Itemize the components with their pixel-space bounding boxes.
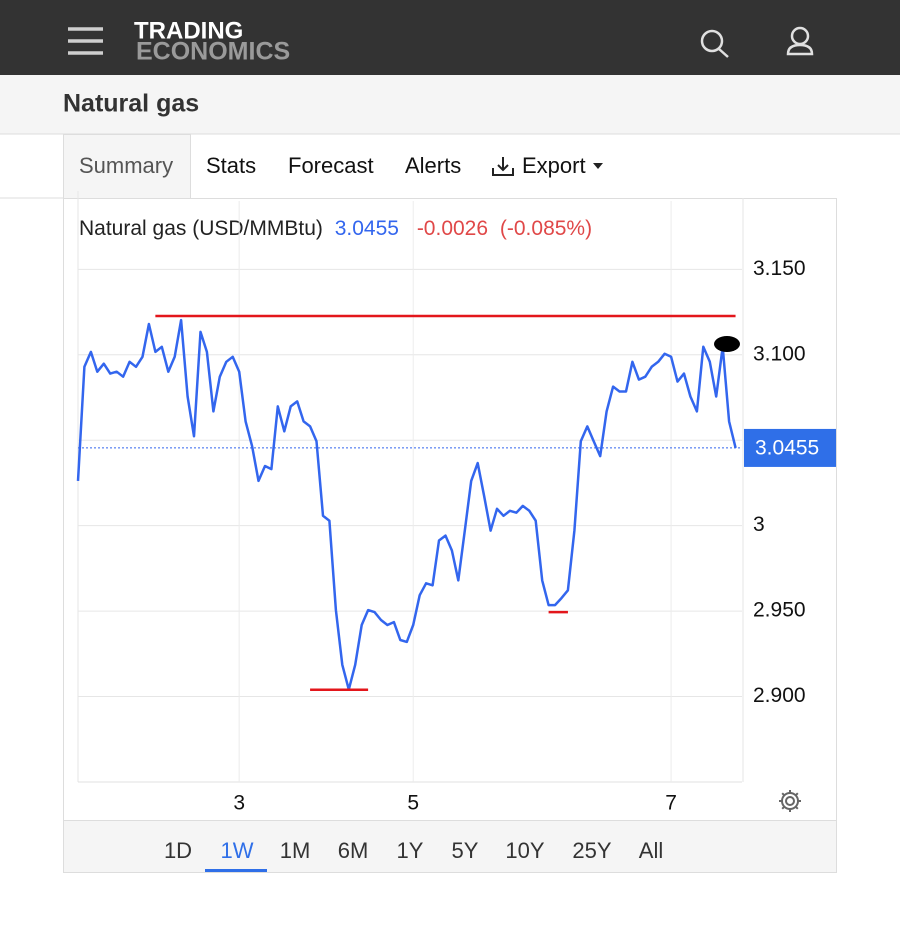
range-selector: 1D 1W 1M 6M 1Y 5Y 10Y 25Y All [164, 838, 663, 872]
range-button[interactable]: 10Y [505, 838, 544, 863]
active-range-underline [205, 869, 267, 872]
y-tick-label: 3 [753, 513, 765, 536]
range-button[interactable]: 1D [164, 838, 192, 863]
chart-header: Natural gas (USD/MMBtu) 3.0455 -0.0026 (… [79, 217, 592, 240]
logo-bottom[interactable]: ECONOMICS [136, 38, 290, 66]
settings-icon[interactable] [779, 790, 801, 812]
page-title: Natural gas [63, 90, 199, 118]
top-bar [0, 0, 900, 75]
y-tick-label: 3.100 [753, 342, 806, 365]
x-tick-label: 3 [233, 792, 245, 815]
y-tick-label: 2.900 [753, 684, 806, 707]
menu-icon[interactable] [68, 27, 103, 55]
range-button[interactable]: 6M [338, 838, 369, 863]
chart-title: Natural gas (USD/MMBtu) [79, 217, 323, 240]
tab[interactable]: Export [522, 153, 586, 178]
user-icon[interactable] [786, 26, 814, 56]
last-price-badge [744, 428, 836, 467]
change: -0.0026 [417, 217, 488, 240]
title-bar [0, 75, 900, 134]
range-button[interactable]: All [639, 838, 663, 863]
price-line [76, 318, 737, 691]
download-icon[interactable] [492, 157, 514, 176]
logo-top[interactable]: TRADING [134, 17, 243, 44]
y-tick-label: 2.950 [753, 599, 806, 622]
tab[interactable]: Forecast [288, 153, 374, 178]
range-button[interactable]: 25Y [572, 838, 611, 863]
search-icon[interactable] [700, 29, 729, 58]
range-button[interactable]: 1M [280, 838, 311, 863]
marker [714, 336, 740, 352]
x-tick-label: 7 [665, 792, 677, 815]
range-bar [64, 821, 836, 872]
x-tick-label: 5 [407, 792, 419, 815]
dropdown-caret[interactable] [593, 163, 603, 169]
y-tick-label: 3.150 [753, 257, 806, 280]
range-button[interactable]: 5Y [452, 838, 479, 863]
tab[interactable]: Summary [79, 153, 173, 178]
range-button[interactable]: 1Y [397, 838, 424, 863]
chart-frame [63, 198, 837, 873]
tab[interactable]: Alerts [405, 153, 461, 178]
range-button[interactable]: 1W [221, 838, 254, 863]
last-price-label: 3.0455 [755, 436, 819, 459]
change-percent: (-0.085%) [500, 217, 592, 240]
price: 3.0455 [335, 217, 399, 240]
tab[interactable]: Stats [206, 153, 256, 178]
